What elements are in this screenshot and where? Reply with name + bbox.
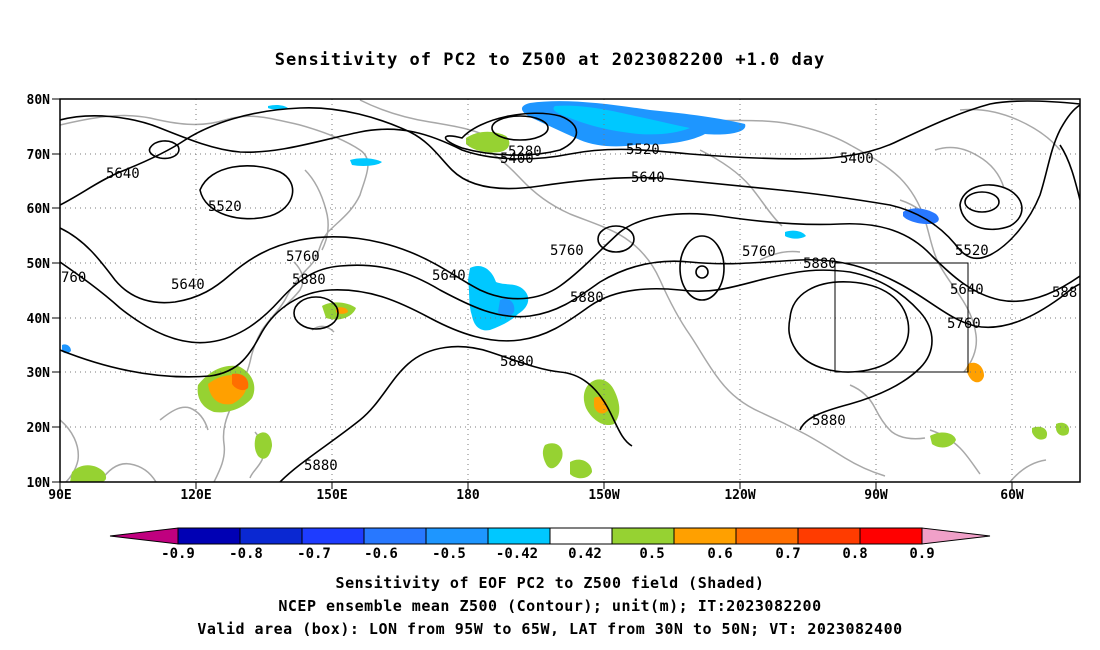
negative-patch-arctic-core [553, 105, 690, 135]
colorbar: -0.9 -0.8 -0.7 -0.6 -0.5 -0.42 0.42 0.5 … [109, 527, 991, 562]
colorbar-swatch [797, 527, 861, 545]
footer-line-shading: Sensitivity of EOF PC2 to Z500 field (Sh… [335, 574, 765, 592]
contour-label: 5640 [106, 166, 140, 182]
lat-label: 20N [27, 421, 51, 436]
contour-label: 5760 [286, 249, 320, 265]
latitude-labels: 80N 70N 60N 50N 40N 30N 20N 10N [27, 93, 51, 491]
colorbar-label: -0.42 [496, 546, 538, 562]
contour-label: 5400 [840, 151, 874, 167]
negative-patch-siberia [350, 158, 382, 166]
positive-patch-small-5 [1056, 422, 1070, 436]
positive-patch-bay-of-bengal [70, 465, 107, 482]
colorbar-swatch [673, 527, 737, 545]
contour-label: 5760 [742, 244, 776, 260]
lon-label: 60W [1000, 488, 1024, 503]
lat-label: 30N [27, 366, 51, 381]
contour-label: 760 [61, 270, 86, 286]
colorbar-swatch [425, 527, 489, 545]
contour-label: 588 [1052, 285, 1077, 301]
positive-patch-philippine-sea-max [232, 373, 249, 391]
colorbar-label: -0.8 [229, 546, 263, 562]
lon-label: 120E [180, 488, 211, 503]
contour-label: 5880 [292, 272, 326, 288]
colorbar-swatch [239, 527, 303, 545]
colorbar-label: 0.5 [639, 546, 664, 562]
contour-label: 5760 [947, 316, 981, 332]
positive-patch-west-pacific-core [336, 307, 348, 314]
positive-patch-south-china-sea [254, 432, 272, 459]
negative-patch-small-3 [785, 230, 806, 239]
contour-label: 5880 [304, 458, 338, 474]
lat-label: 50N [27, 257, 51, 272]
colorbar-label: 0.42 [568, 546, 602, 562]
plot-frame [59, 98, 1081, 483]
contour-label: 5880 [812, 413, 846, 429]
lon-label: 150W [588, 488, 619, 503]
colorbar-overflow [921, 527, 991, 545]
footer-line-valid-area: Valid area (box): LON from 95W to 65W, L… [197, 620, 903, 638]
colorbar-label: -0.7 [297, 546, 331, 562]
lon-label: 90E [48, 488, 71, 503]
sensitivity-shading [62, 101, 1070, 482]
lat-label: 40N [27, 312, 51, 327]
footer-line-contour: NCEP ensemble mean Z500 (Contour); unit(… [278, 597, 822, 615]
colorbar-underflow [109, 527, 179, 545]
contour-labels: 5280 5400 5520 5400 5640 5520 5640 5760 … [61, 142, 1077, 474]
z500-contours [60, 100, 1080, 482]
positive-patch-central-pacific-2 [570, 459, 592, 479]
colorbar-swatch [859, 527, 923, 545]
contour-label: 5880 [570, 290, 604, 306]
positive-patch-central-pacific [542, 443, 563, 469]
colorbar-swatch [611, 527, 675, 545]
colorbar-label: 0.6 [707, 546, 732, 562]
coastlines [60, 99, 1061, 482]
lon-label: 120W [724, 488, 755, 503]
contour-label: 5640 [631, 170, 665, 186]
colorbar-swatch [735, 527, 799, 545]
colorbar-label: 0.9 [909, 546, 934, 562]
longitude-labels: 90E 120E 150E 180 150W 120W 90W 60W [48, 488, 1024, 503]
contour-label: 5400 [500, 151, 534, 167]
lon-label: 180 [456, 488, 480, 503]
contour-label: 5640 [171, 277, 205, 293]
contour-label: 5280 [508, 144, 542, 160]
lat-label: 60N [27, 202, 51, 217]
lat-label: 10N [27, 476, 51, 491]
positive-patch-atlantic [966, 362, 984, 383]
colorbar-swatch [487, 527, 551, 545]
lat-label: 80N [27, 93, 51, 108]
colorbar-label: 0.8 [842, 546, 867, 562]
colorbar-swatch [363, 527, 427, 545]
colorbar-swatch [177, 527, 241, 545]
contour-label: 5880 [500, 354, 534, 370]
contour-label: 5880 [803, 256, 837, 272]
negative-patch-pacific-core [498, 298, 515, 317]
contour-label: 5640 [432, 268, 466, 284]
colorbar-label: -0.9 [161, 546, 195, 562]
colorbar-swatch [301, 527, 365, 545]
figure-title: Sensitivity of PC2 to Z500 at 2023082200… [274, 50, 826, 70]
negative-patch-pacific [468, 265, 529, 331]
colorbar-label: 0.7 [775, 546, 800, 562]
contour-label: 5520 [208, 199, 242, 215]
lon-label: 90W [864, 488, 888, 503]
lon-label: 150E [316, 488, 347, 503]
colorbar-label: -0.6 [364, 546, 398, 562]
positive-patch-caribbean [930, 432, 956, 448]
colorbar-swatch [549, 527, 613, 545]
contour-label: 5520 [955, 243, 989, 259]
colorbar-label: -0.5 [432, 546, 466, 562]
lat-label: 70N [27, 148, 51, 163]
axis-ticks [52, 98, 1013, 489]
positive-patch-bering [466, 131, 510, 153]
valid-area-box [834, 262, 969, 373]
contour-label: 5640 [950, 282, 984, 298]
positive-patch-east-atlantic [1032, 426, 1048, 440]
contour-label: 5760 [550, 243, 584, 259]
contour-label: 5520 [626, 142, 660, 158]
